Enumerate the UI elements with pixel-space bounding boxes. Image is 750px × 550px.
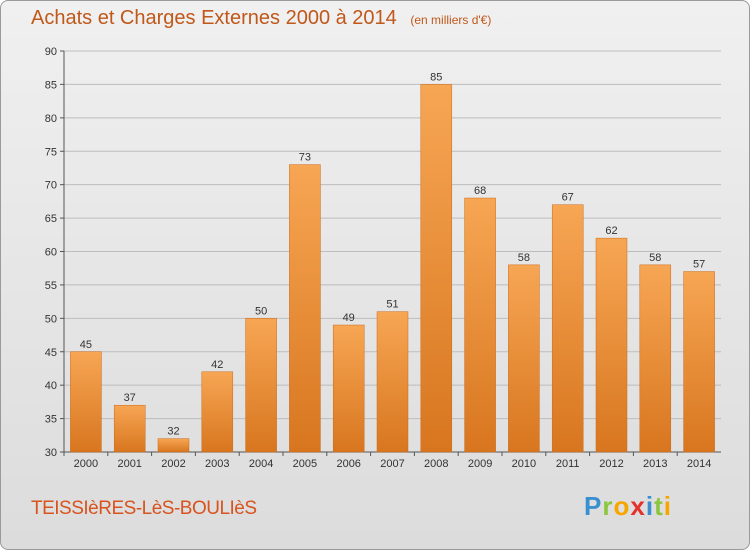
y-tick-label: 50: [45, 313, 57, 325]
logo-letter: t: [654, 491, 664, 521]
bar-2007: [376, 311, 409, 453]
x-tick-label: 2009: [468, 458, 492, 470]
x-tick-label: 2005: [293, 458, 317, 470]
bar-value-label: 58: [518, 252, 530, 264]
logo-letter: P: [584, 491, 603, 521]
bar-2009: [464, 197, 496, 453]
commune-name: TEISSIèRES-LèS-BOULIèS: [31, 498, 257, 519]
logo-letter: r: [602, 491, 614, 521]
x-tick-label: 2010: [512, 458, 536, 470]
x-tick-label: 2002: [161, 458, 185, 470]
bar-value-label: 32: [167, 426, 179, 438]
bar-value-label: 67: [562, 192, 574, 204]
bar-2002: [157, 438, 190, 453]
bar-value-label: 42: [211, 359, 223, 371]
bar-value-label: 73: [299, 152, 311, 164]
x-tick-label: 2014: [687, 458, 711, 470]
y-tick-label: 70: [45, 180, 57, 192]
bar-value-label: 57: [693, 259, 705, 271]
x-tick-label: 2011: [556, 458, 580, 470]
bar-value-label: 58: [649, 252, 661, 264]
chart-title-text: Achats et Charges Externes 2000 à 2014: [31, 7, 397, 29]
bar-2008: [420, 84, 453, 453]
bar-2000: [70, 351, 102, 453]
x-tick-label: 2012: [599, 458, 623, 470]
bar-value-label: 49: [343, 312, 355, 324]
y-tick-label: 85: [45, 79, 57, 91]
bar-2001: [113, 404, 146, 453]
y-tick-label: 40: [45, 380, 57, 392]
x-tick-label: 2008: [424, 458, 448, 470]
bar-value-label: 51: [386, 299, 398, 311]
x-tick-label: 2004: [249, 458, 273, 470]
bar-2004: [245, 318, 277, 453]
chart-subtitle: (en milliers d'€): [410, 13, 492, 27]
bar-value-label: 45: [80, 339, 92, 351]
bar-value-label: 85: [430, 71, 442, 83]
bar-2003: [201, 371, 234, 453]
x-tick-label: 2007: [380, 458, 404, 470]
bar-value-label: 37: [124, 392, 136, 404]
y-tick-label: 45: [45, 347, 57, 359]
logo-letter: i: [663, 491, 672, 521]
y-tick-label: 75: [45, 146, 57, 158]
y-tick-label: 30: [45, 447, 57, 459]
bar-value-label: 50: [255, 305, 267, 317]
y-tick-label: 55: [45, 280, 57, 292]
y-tick-label: 60: [45, 247, 57, 259]
bar-2014: [683, 271, 715, 453]
x-tick-label: 2013: [643, 458, 667, 470]
x-tick-label: 2000: [74, 458, 98, 470]
bar-value-label: 68: [474, 185, 486, 197]
logo-letter: o: [613, 491, 631, 521]
bar-value-label: 62: [605, 225, 617, 237]
proxiti-logo[interactable]: Proxiti: [584, 491, 672, 522]
bar-2010: [508, 264, 540, 453]
bar-layer: 45 37 32 42 50 73 49 51 85 68 58 67 62 58 57: [70, 71, 715, 453]
bar-2005: [289, 164, 321, 453]
y-tick-label: 35: [45, 414, 57, 426]
y-tick-label: 90: [45, 46, 57, 58]
bar-2012: [595, 237, 628, 453]
chart-title: Achats et Charges Externes 2000 à 2014 (…: [31, 7, 491, 30]
x-tick-label: 2006: [336, 458, 360, 470]
bar-2011: [551, 204, 584, 453]
y-tick-label: 65: [45, 213, 57, 225]
x-tick-label: 2003: [205, 458, 229, 470]
bar-2013: [639, 264, 672, 453]
logo-letter: x: [630, 491, 646, 521]
logo-letter: i: [645, 491, 655, 521]
bar-2006: [332, 324, 365, 453]
y-tick-label: 80: [45, 113, 57, 125]
x-tick-label: 2001: [117, 458, 141, 470]
